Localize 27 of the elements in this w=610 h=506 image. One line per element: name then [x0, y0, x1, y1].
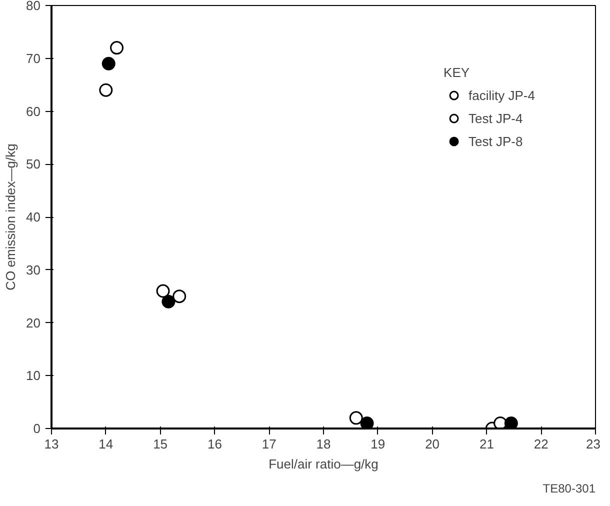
- y-tick-label: 20: [26, 315, 41, 330]
- x-tick-label: 19: [370, 436, 386, 452]
- y-tick-label: 30: [26, 262, 41, 278]
- y-tick-label: 80: [26, 0, 41, 13]
- x-tick-label: 13: [44, 436, 59, 452]
- y-tick-label: 70: [26, 50, 41, 66]
- x-tick-label: 14: [98, 436, 114, 452]
- y-tick-label: 50: [26, 156, 41, 172]
- x-tick-label: 18: [316, 436, 331, 452]
- x-tick-label: 16: [207, 436, 222, 452]
- x-tick-label: 15: [153, 436, 168, 452]
- x-axis-title: Fuel/air ratio—g/kg: [268, 456, 378, 472]
- y-axis-title: CO emission index—g/kg: [3, 144, 18, 290]
- y-tick-label: 40: [26, 210, 41, 224]
- x-tick-label: 22: [534, 436, 548, 452]
- x-tick-label: 21: [479, 436, 494, 452]
- legend-label: Test JP-4: [468, 110, 523, 126]
- y-tick-label: 10: [26, 368, 41, 384]
- legend-label: Test JP-8: [468, 134, 523, 148]
- x-tick-label: 17: [262, 436, 276, 452]
- text: TE80-301: [542, 482, 596, 496]
- legend-label: facility JP-4: [468, 88, 535, 102]
- legend-title: KEY: [444, 65, 471, 80]
- y-tick-label: 0: [33, 421, 41, 436]
- y-tick-label: 60: [26, 104, 41, 119]
- x-tick-label: 23: [586, 436, 601, 452]
- x-tick-label: 20: [425, 436, 440, 452]
